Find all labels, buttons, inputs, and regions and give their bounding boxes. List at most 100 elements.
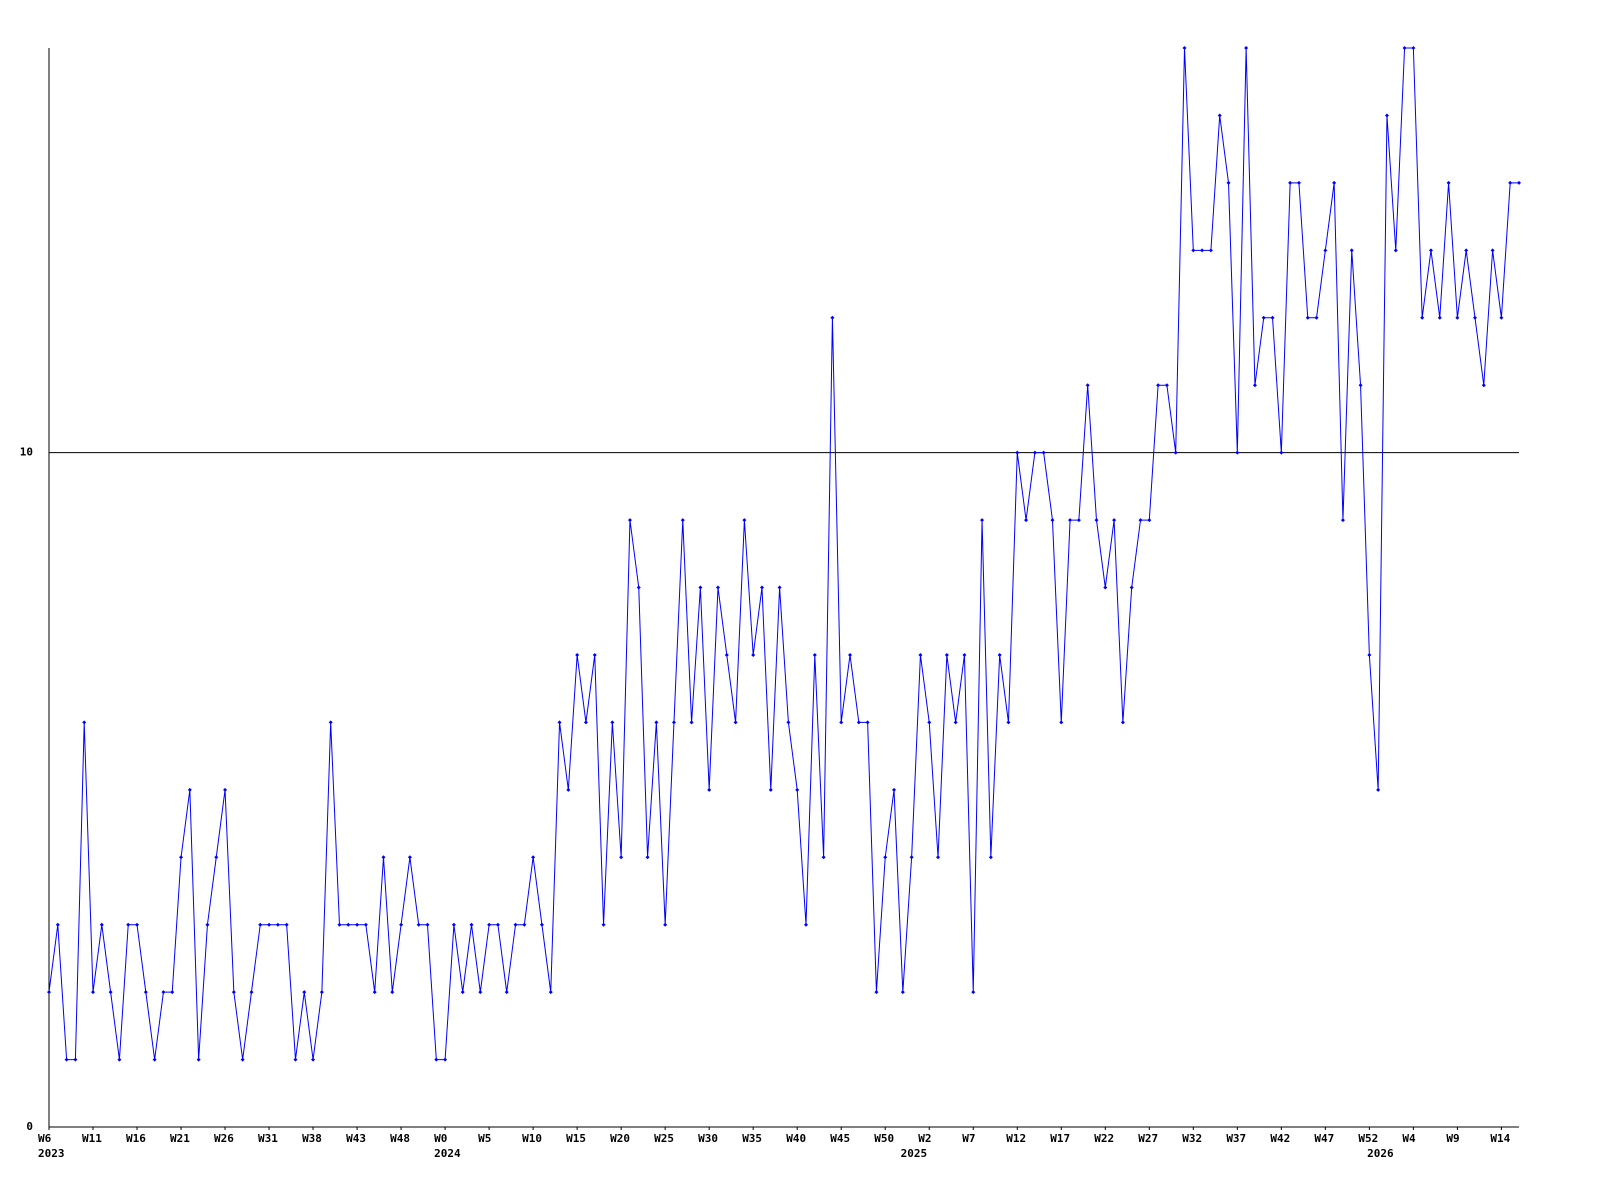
- data-point: [1481, 383, 1486, 388]
- data-point: [1235, 450, 1240, 455]
- x-tick-label: W45: [830, 1132, 850, 1145]
- data-point: [1024, 518, 1029, 523]
- data-point: [399, 922, 404, 927]
- data-point: [997, 652, 1002, 657]
- data-point: [1032, 450, 1037, 455]
- data-point: [1129, 585, 1134, 590]
- data-point: [865, 720, 870, 725]
- data-point: [487, 922, 492, 927]
- data-point: [1173, 450, 1178, 455]
- data-point: [1147, 518, 1152, 523]
- data-point: [1490, 248, 1495, 253]
- data-point: [1006, 720, 1011, 725]
- data-point: [82, 720, 87, 725]
- data-point: [988, 855, 993, 860]
- data-point: [707, 787, 712, 792]
- data-point: [47, 990, 51, 995]
- data-point: [971, 990, 976, 995]
- data-point: [821, 855, 826, 860]
- x-tick-label: W43: [346, 1132, 366, 1145]
- data-point: [927, 720, 932, 725]
- data-point: [962, 652, 967, 657]
- data-point: [73, 1057, 78, 1062]
- data-point: [240, 1057, 245, 1062]
- x-tick-label: W12: [1006, 1132, 1026, 1145]
- data-point: [663, 922, 668, 927]
- data-point: [495, 922, 500, 927]
- year-label: 2025: [901, 1147, 928, 1160]
- data-point: [469, 922, 474, 927]
- x-tick-label: W4: [1402, 1132, 1416, 1145]
- x-tick-label: W15: [566, 1132, 586, 1145]
- x-tick-label: W38: [302, 1132, 322, 1145]
- x-tick-label: W21: [170, 1132, 190, 1145]
- data-point: [1499, 315, 1504, 320]
- x-tick-label: W48: [390, 1132, 410, 1145]
- data-point: [953, 720, 958, 725]
- data-point: [205, 922, 210, 927]
- data-point: [390, 990, 395, 995]
- x-tick-label: W0: [434, 1132, 447, 1145]
- data-point: [1217, 113, 1222, 118]
- data-point: [231, 990, 236, 995]
- data-point: [1455, 315, 1460, 320]
- x-tick-label: W17: [1050, 1132, 1070, 1145]
- data-point: [1279, 450, 1284, 455]
- x-tick-label: W30: [698, 1132, 718, 1145]
- data-point: [795, 787, 800, 792]
- data-point: [152, 1057, 157, 1062]
- data-point: [1305, 315, 1310, 320]
- data-point: [671, 720, 676, 725]
- data-point: [1296, 180, 1301, 185]
- data-point: [548, 990, 553, 995]
- data-point: [1138, 518, 1143, 523]
- data-point: [1182, 46, 1187, 50]
- data-point: [848, 652, 853, 657]
- x-tick-label: W7: [962, 1132, 975, 1145]
- data-point: [786, 720, 791, 725]
- data-point: [460, 990, 465, 995]
- x-tick-label: W47: [1314, 1132, 1334, 1145]
- data-point: [293, 1057, 298, 1062]
- data-point: [1059, 720, 1064, 725]
- data-point: [1120, 720, 1125, 725]
- data-point: [918, 652, 923, 657]
- data-point: [900, 990, 905, 995]
- data-point: [715, 585, 720, 590]
- x-tick-label: W11: [82, 1132, 102, 1145]
- data-point: [812, 652, 817, 657]
- data-point: [759, 585, 764, 590]
- data-point: [1340, 518, 1345, 523]
- data-point: [451, 922, 456, 927]
- data-point: [302, 990, 307, 995]
- x-tick-label: W9: [1446, 1132, 1459, 1145]
- data-point: [1323, 248, 1328, 253]
- data-point: [1094, 518, 1099, 523]
- x-tick-label: W31: [258, 1132, 278, 1145]
- data-point: [372, 990, 377, 995]
- data-point: [830, 315, 835, 320]
- data-point: [627, 518, 632, 523]
- data-point: [425, 922, 430, 927]
- data-point: [1384, 113, 1389, 118]
- year-label: 2026: [1367, 1147, 1394, 1160]
- x-tick-label: W32: [1182, 1132, 1202, 1145]
- data-point: [1244, 46, 1249, 50]
- data-point: [1068, 518, 1073, 523]
- data-point: [1085, 383, 1090, 388]
- data-point: [944, 652, 949, 657]
- y-tick-label: 10: [20, 446, 33, 459]
- data-point: [1191, 248, 1196, 253]
- data-point: [179, 855, 184, 860]
- data-point: [1164, 383, 1169, 388]
- data-point: [214, 855, 219, 860]
- data-point: [654, 720, 659, 725]
- data-point: [1517, 180, 1521, 185]
- data-point: [284, 922, 289, 927]
- data-point: [768, 787, 773, 792]
- data-point: [223, 787, 228, 792]
- data-point: [513, 922, 518, 927]
- data-point: [610, 720, 615, 725]
- data-point: [892, 787, 897, 792]
